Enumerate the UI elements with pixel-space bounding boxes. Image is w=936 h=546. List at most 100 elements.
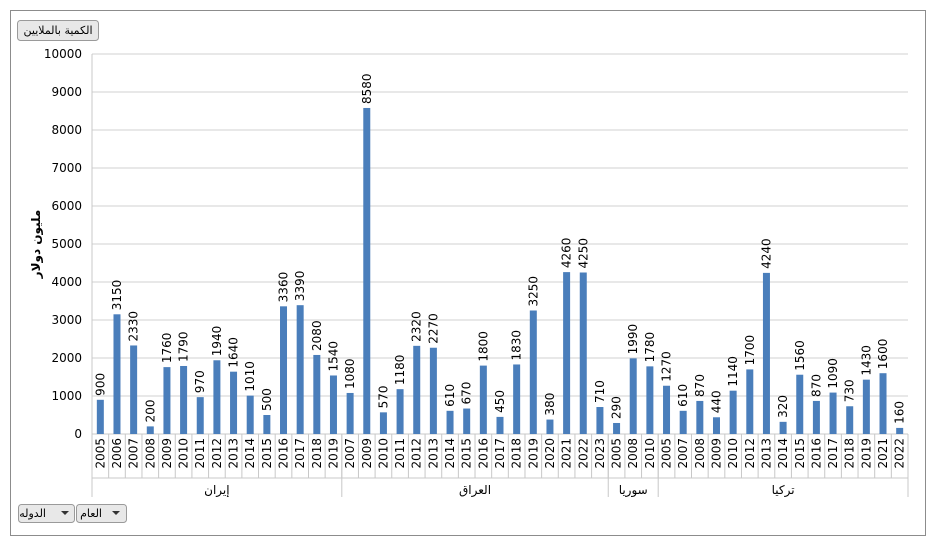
field-button[interactable] (17, 20, 99, 41)
bar (696, 400, 704, 434)
data-label: 570 (376, 385, 390, 408)
data-label: 440 (709, 390, 723, 413)
bar (429, 347, 437, 434)
data-label: 290 (610, 396, 624, 419)
data-label: 610 (676, 384, 690, 407)
data-label: 1540 (326, 341, 340, 372)
bar (896, 427, 904, 434)
x-tick-label: 2009 (360, 438, 374, 469)
data-label: 610 (443, 384, 457, 407)
x-tick-label: 2014 (776, 438, 790, 469)
bar (446, 410, 454, 434)
x-tick-label: 2021 (876, 438, 890, 469)
data-label: 1640 (227, 337, 241, 368)
x-tick-label: 2006 (110, 438, 124, 469)
bar (496, 416, 504, 434)
bar (146, 426, 154, 434)
bar (213, 360, 221, 434)
filter-button[interactable] (18, 504, 75, 523)
field-button-label[interactable]: الكمية بالملايين (24, 24, 93, 37)
x-tick-label: 2019 (326, 438, 340, 469)
bar (96, 399, 104, 434)
bar (379, 412, 387, 434)
data-label: 1800 (476, 331, 490, 362)
dropdown-arrow[interactable] (61, 511, 69, 515)
bar (629, 358, 637, 434)
x-tick-label: 2020 (543, 438, 557, 469)
data-label: 2270 (426, 313, 440, 344)
filter-button[interactable] (76, 504, 127, 523)
x-tick-label: 2021 (560, 438, 574, 469)
bar (346, 392, 354, 434)
x-tick-label: 2017 (293, 438, 307, 469)
x-tick-label: 2017 (826, 438, 840, 469)
bar (296, 305, 304, 434)
data-label: 160 (893, 401, 907, 424)
bar (829, 392, 837, 434)
x-tick-label: 2019 (859, 438, 873, 469)
data-label: 1940 (210, 326, 224, 357)
filter-label[interactable]: الدوله (19, 507, 46, 520)
bar (230, 371, 238, 434)
bar (646, 366, 654, 434)
x-tick-label: 2022 (893, 438, 907, 469)
x-tick-label: 2011 (193, 438, 207, 469)
data-label: 2320 (410, 311, 424, 342)
y-tick-label: 5000 (51, 237, 82, 251)
data-label: 3360 (277, 272, 291, 303)
data-label: 3150 (110, 280, 124, 311)
data-label: 500 (260, 388, 274, 411)
data-label: 1560 (793, 340, 807, 371)
bar (546, 419, 554, 434)
x-tick-label: 2010 (726, 438, 740, 469)
y-tick-label: 8000 (51, 123, 82, 137)
data-label: 870 (693, 374, 707, 397)
data-label: 380 (543, 393, 557, 416)
bar (796, 374, 804, 434)
y-tick-label: 6000 (51, 199, 82, 213)
data-label: 730 (843, 379, 857, 402)
data-label: 3390 (293, 271, 307, 302)
group-label: إيران (204, 483, 229, 498)
data-label: 1990 (626, 324, 640, 355)
bar (746, 369, 754, 434)
x-tick-label: 2022 (576, 438, 590, 469)
bar (846, 406, 854, 434)
group-label: سوريا (619, 483, 648, 498)
data-label: 870 (809, 374, 823, 397)
filter-label[interactable]: العام (80, 507, 102, 520)
data-label: 670 (460, 382, 474, 405)
bar (729, 390, 737, 434)
data-label: 1790 (177, 331, 191, 362)
x-tick-label: 2010 (177, 438, 191, 469)
bar (280, 306, 288, 434)
data-label: 710 (593, 380, 607, 403)
data-label: 970 (193, 370, 207, 393)
data-label: 1780 (643, 332, 657, 363)
data-label: 1090 (826, 358, 840, 389)
x-tick-label: 2010 (643, 438, 657, 469)
dropdown-arrow[interactable] (112, 511, 120, 515)
x-tick-label: 2015 (793, 438, 807, 469)
x-tick-label: 2011 (393, 438, 407, 469)
bar (862, 379, 870, 434)
x-tick-label: 2010 (376, 438, 390, 469)
x-tick-label: 2019 (526, 438, 540, 469)
bar (479, 365, 487, 434)
y-tick-label: 7000 (51, 161, 82, 175)
x-tick-label: 2012 (410, 438, 424, 469)
x-tick-label: 2008 (626, 438, 640, 469)
x-tick-label: 2009 (709, 438, 723, 469)
data-label: 1080 (343, 358, 357, 389)
x-tick-label: 2018 (843, 438, 857, 469)
x-tick-label: 2018 (310, 438, 324, 469)
data-label: 4260 (560, 238, 574, 269)
data-label: 2080 (310, 320, 324, 351)
data-label: 1270 (660, 351, 674, 382)
x-tick-label: 2005 (660, 438, 674, 469)
data-label: 1140 (726, 356, 740, 387)
data-label: 1010 (243, 361, 257, 392)
bar (363, 107, 371, 435)
data-label: 900 (93, 373, 107, 396)
